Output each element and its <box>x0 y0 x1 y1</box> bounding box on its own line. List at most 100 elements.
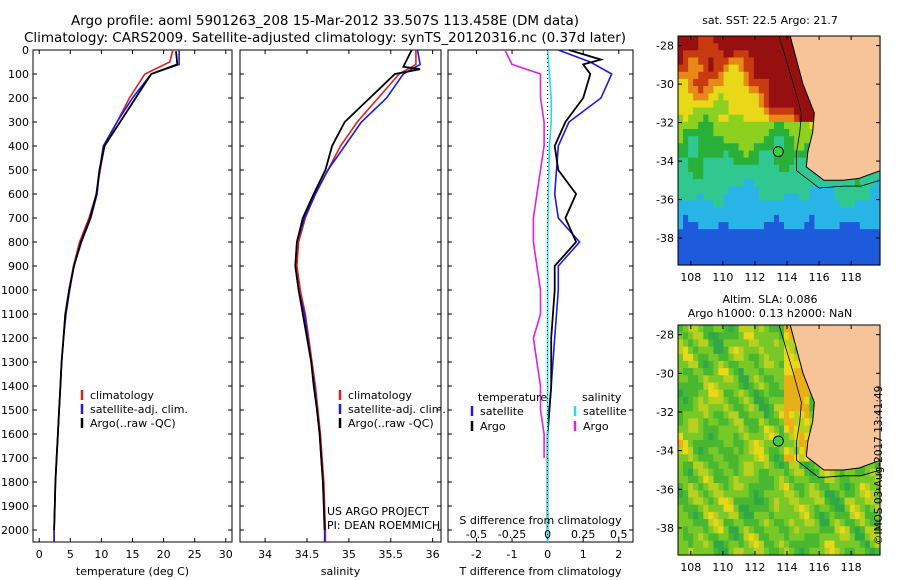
map-cell <box>794 533 800 542</box>
map-cell <box>678 100 684 109</box>
map-cell <box>723 78 730 87</box>
map-cell <box>809 186 815 195</box>
map-cell <box>698 143 704 152</box>
map-cell <box>774 339 780 348</box>
map-cell <box>708 353 714 362</box>
map-cell <box>748 418 755 427</box>
map-cell <box>774 540 780 549</box>
map-cell <box>875 511 881 520</box>
map-cell <box>718 475 724 484</box>
map-cell <box>693 389 699 398</box>
map-cell <box>799 214 805 223</box>
map-cell <box>869 193 876 202</box>
map-cell <box>748 504 755 513</box>
map-cell <box>779 64 785 73</box>
map-cell <box>733 396 740 405</box>
map-cell <box>875 475 881 484</box>
map-cell <box>829 497 836 506</box>
map-cell <box>758 396 765 405</box>
map-cell <box>854 207 861 216</box>
map-cell <box>779 50 785 59</box>
map-cell <box>728 150 735 159</box>
map-cell <box>703 78 709 87</box>
argo-location-marker <box>772 146 784 158</box>
map-cell <box>738 250 745 259</box>
map-cell <box>703 136 709 144</box>
map-cell <box>768 36 775 44</box>
map-cell <box>708 540 714 549</box>
map-cell <box>698 411 704 420</box>
map-cell <box>693 150 699 159</box>
map-cell <box>824 193 831 202</box>
map-cell <box>738 71 745 80</box>
map-cell <box>844 511 851 520</box>
map-cell <box>718 157 724 166</box>
map-cell <box>753 440 760 448</box>
map-cell <box>799 193 805 202</box>
lon-tick-label: 110 <box>712 561 733 574</box>
map-cell <box>698 86 704 94</box>
map-cell <box>683 43 689 51</box>
map-cell <box>678 71 684 80</box>
map-cell <box>713 490 719 499</box>
map-cell <box>698 236 704 245</box>
map-cell <box>693 114 699 123</box>
map-cell <box>703 468 709 477</box>
x-tick-label: 34.5 <box>295 548 320 561</box>
map-cell <box>683 346 689 355</box>
map-cell <box>728 243 735 252</box>
map-cell <box>839 547 846 556</box>
map-cell <box>763 404 770 412</box>
map-cell <box>703 547 709 556</box>
map-cell <box>733 483 740 491</box>
map-cell <box>804 490 810 499</box>
map-cell <box>779 43 785 51</box>
map-cell <box>683 193 689 202</box>
map-cell <box>763 396 770 405</box>
map-cell <box>804 483 810 491</box>
map-cell <box>743 404 750 412</box>
map-cell <box>844 526 851 535</box>
map-cell <box>758 526 765 535</box>
map-cell <box>748 389 755 398</box>
map-cell <box>784 353 790 362</box>
map-cell <box>753 172 760 180</box>
map-cell <box>779 157 785 166</box>
map-cell <box>799 382 805 391</box>
map-cell <box>779 100 785 109</box>
map-cell <box>723 250 730 259</box>
map-cell <box>733 121 740 130</box>
map-cell <box>703 107 709 116</box>
map-cell <box>779 540 785 549</box>
map-cell <box>688 229 694 237</box>
map-cell <box>834 214 841 223</box>
map-cell <box>703 150 709 159</box>
map-cell <box>849 483 856 491</box>
map-cell <box>688 533 694 542</box>
map-cell <box>678 526 684 535</box>
map-cell <box>844 250 851 259</box>
map-cell <box>774 57 780 66</box>
map-cell <box>753 432 760 441</box>
map-cell <box>718 461 724 470</box>
map-cell <box>698 540 704 549</box>
map-cell <box>718 150 724 159</box>
map-cell <box>728 360 735 369</box>
map-cell <box>829 490 836 499</box>
map-cell <box>708 368 714 376</box>
imos-timestamp: ©IMOS 03-Aug-2017 13:41:49 <box>873 385 885 545</box>
map-cell <box>834 526 841 535</box>
map-cell <box>738 526 745 535</box>
map-cell <box>875 533 881 542</box>
map-cell <box>738 533 745 542</box>
map-cell <box>849 519 856 527</box>
map-cell <box>723 468 730 477</box>
map-cell <box>723 214 730 223</box>
map-cell <box>864 207 871 216</box>
map-cell <box>728 540 735 549</box>
map-cell <box>763 360 770 369</box>
map-cell <box>733 547 740 556</box>
map-cell <box>779 504 785 513</box>
map-cell <box>774 504 780 513</box>
map-cell <box>683 461 689 470</box>
